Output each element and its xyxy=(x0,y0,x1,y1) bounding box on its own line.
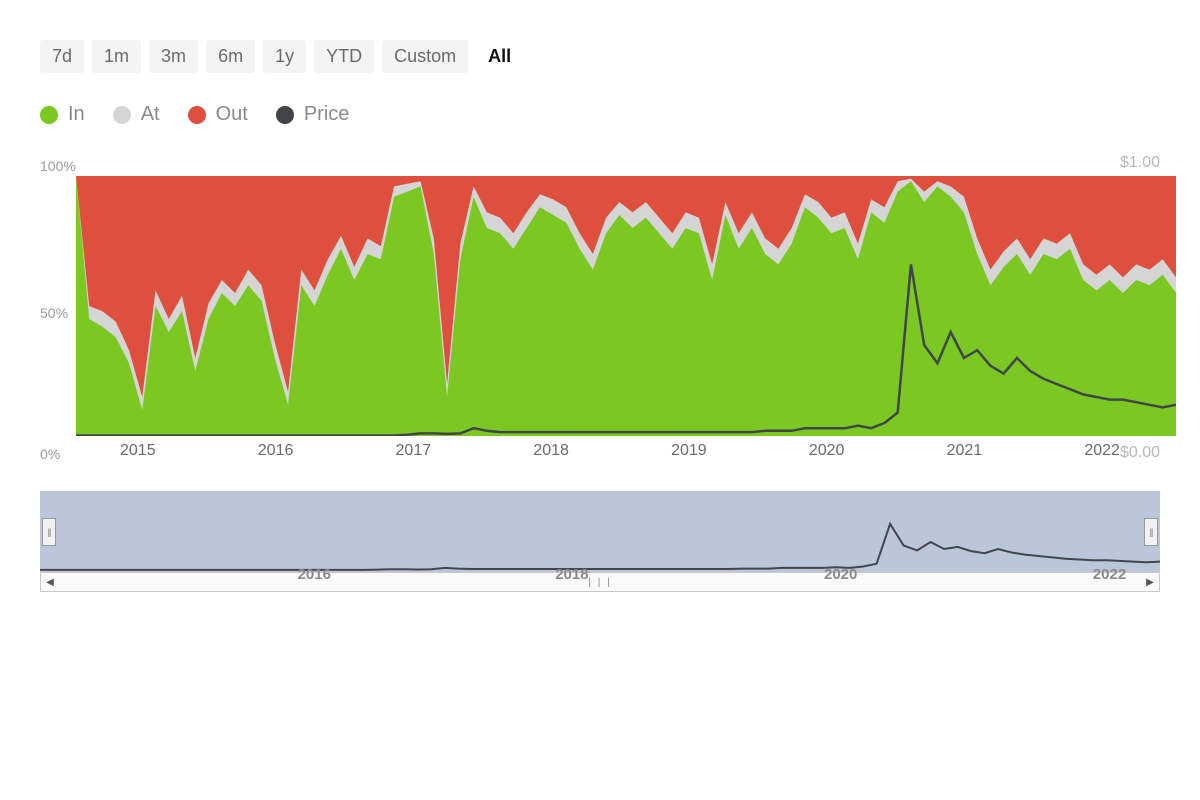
navigator-handle-right[interactable]: || xyxy=(1144,518,1158,546)
x-tick: 2016 xyxy=(258,442,294,460)
navigator-price-line xyxy=(40,524,1160,570)
time-range-selector: 7d1m3m6m1yYTDCustomAll xyxy=(40,40,1160,73)
y-left-50: 50% xyxy=(40,305,68,321)
time-range-6m[interactable]: 6m xyxy=(206,40,255,73)
time-range-ytd[interactable]: YTD xyxy=(314,40,374,73)
legend-item-out[interactable]: Out xyxy=(188,103,248,126)
legend-item-at[interactable]: At xyxy=(113,103,160,126)
legend-dot-icon xyxy=(40,106,58,124)
legend: In At Out Price xyxy=(40,103,1160,126)
scroll-left-arrow[interactable]: ◀ xyxy=(43,575,57,589)
main-chart: 100% 50% 0% $1.00 $0.00 2015201620172018… xyxy=(40,176,1160,456)
legend-item-price[interactable]: Price xyxy=(276,103,350,126)
y-left-100: 100% xyxy=(40,158,76,174)
navigator-scrollbar[interactable]: ◀ | | | ▶ xyxy=(40,572,1160,592)
y-right-top: $1.00 xyxy=(1120,154,1160,172)
x-axis-labels: 2015 2016 2017 2018 2019 2020 2021 2022 xyxy=(40,436,1160,460)
y-right-bottom: $0.00 xyxy=(1120,444,1160,462)
legend-dot-icon xyxy=(188,106,206,124)
x-tick: 2022 xyxy=(1084,442,1120,460)
y-left-0: 0% xyxy=(40,446,60,462)
legend-label: At xyxy=(141,103,160,126)
x-tick: 2021 xyxy=(947,442,983,460)
x-tick: 2019 xyxy=(671,442,707,460)
legend-dot-icon xyxy=(113,106,131,124)
navigator-handle-left[interactable]: || xyxy=(42,518,56,546)
x-tick: 2017 xyxy=(396,442,432,460)
time-range-1m[interactable]: 1m xyxy=(92,40,141,73)
legend-label: Price xyxy=(304,103,350,126)
x-tick: 2018 xyxy=(533,442,569,460)
legend-label: Out xyxy=(216,103,248,126)
scroll-right-arrow[interactable]: ▶ xyxy=(1143,575,1157,589)
time-range-all[interactable]: All xyxy=(476,40,523,73)
navigator-chart[interactable]: || || 2016201820202022 xyxy=(40,492,1160,572)
x-tick: 2020 xyxy=(809,442,845,460)
time-range-7d[interactable]: 7d xyxy=(40,40,84,73)
time-range-custom[interactable]: Custom xyxy=(382,40,468,73)
scroll-grip[interactable]: | | | xyxy=(57,577,1143,588)
time-range-1y[interactable]: 1y xyxy=(263,40,306,73)
x-tick: 2015 xyxy=(120,442,156,460)
navigator: || || 2016201820202022 ◀ | | | ▶ xyxy=(40,491,1160,592)
legend-item-in[interactable]: In xyxy=(40,103,85,126)
legend-dot-icon xyxy=(276,106,294,124)
legend-label: In xyxy=(68,103,85,126)
time-range-3m[interactable]: 3m xyxy=(149,40,198,73)
